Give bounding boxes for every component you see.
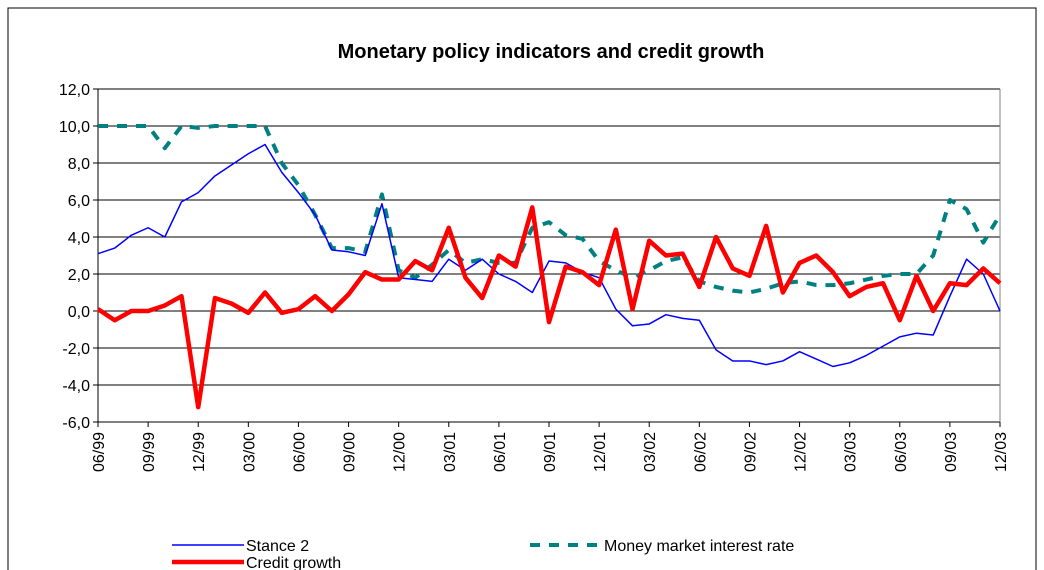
legend-label: Money market interest rate xyxy=(604,538,794,555)
y-tick-label: 4,0 xyxy=(68,230,90,247)
chart-border xyxy=(7,7,1037,570)
legend-label: Stance 2 xyxy=(246,538,309,555)
y-tick-label: 0,0 xyxy=(68,304,90,321)
x-tick-label: 09/99 xyxy=(141,432,158,472)
x-tick-label: 06/01 xyxy=(492,432,509,472)
series-line xyxy=(96,205,1002,410)
x-tick-label: 03/01 xyxy=(442,432,459,472)
x-tick-label: 06/99 xyxy=(91,432,108,472)
x-tick-label: 03/00 xyxy=(241,432,258,472)
x-tick-label: 06/03 xyxy=(893,432,910,472)
y-tick-label: -2,0 xyxy=(62,341,90,358)
y-tick-label: -4,0 xyxy=(62,378,90,395)
x-tick-label: 12/01 xyxy=(592,432,609,472)
y-tick-label: 8,0 xyxy=(68,156,90,173)
x-tick-label: 06/00 xyxy=(291,432,308,472)
series-line xyxy=(97,143,1001,368)
x-tick-label: 12/03 xyxy=(993,432,1010,472)
x-tick-label: 12/00 xyxy=(392,432,409,472)
legend-label: Credit growth xyxy=(246,555,341,570)
y-tick-label: 2,0 xyxy=(68,267,90,284)
x-tick-label: 09/00 xyxy=(342,432,359,472)
y-tick-label: 6,0 xyxy=(68,193,90,210)
series-line xyxy=(98,124,1002,295)
y-tick-label: 12,0 xyxy=(59,82,90,99)
x-tick-label: 03/02 xyxy=(642,432,659,472)
x-tick-label: 03/03 xyxy=(843,432,860,472)
x-tick-label: 09/02 xyxy=(742,432,759,472)
y-tick-label: -6,0 xyxy=(62,415,90,432)
x-tick-label: 12/02 xyxy=(793,432,810,472)
y-tick-label: 10,0 xyxy=(59,119,90,136)
chart-title: Monetary policy indicators and credit gr… xyxy=(338,41,765,63)
x-tick-label: 09/01 xyxy=(542,432,559,472)
x-tick-label: 12/99 xyxy=(191,432,208,472)
x-tick-label: 09/03 xyxy=(943,432,960,472)
x-tick-label: 06/02 xyxy=(692,432,709,472)
